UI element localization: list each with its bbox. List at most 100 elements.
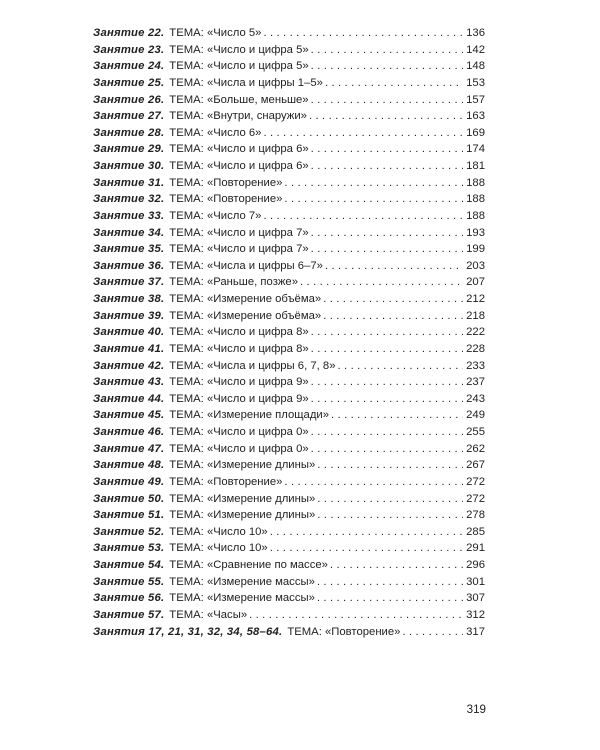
toc-row: Занятие 56. ТЕМА: «Измерение массы» 307 bbox=[93, 590, 485, 607]
toc-page-number: 222 bbox=[466, 326, 485, 339]
toc-lesson-label: Занятие 52. bbox=[93, 525, 165, 538]
toc-lesson-label: Занятие 24. bbox=[93, 60, 165, 73]
toc-dot-leader bbox=[311, 441, 463, 458]
toc-page-number: 136 bbox=[466, 27, 485, 39]
toc-topic-label: ТЕМА: «Измерение массы» bbox=[169, 575, 315, 588]
toc-dot-leader bbox=[284, 175, 463, 192]
toc-topic-label: ТЕМА: «Число и цифра 8» bbox=[169, 342, 309, 355]
toc-dot-leader bbox=[284, 191, 463, 208]
toc-lesson-label: Занятие 25. bbox=[93, 76, 165, 89]
toc-dot-leader bbox=[300, 274, 463, 291]
toc-page-number: 188 bbox=[466, 209, 485, 222]
toc-dot-leader bbox=[323, 291, 463, 308]
toc-dot-leader bbox=[270, 524, 463, 541]
toc-row: Занятие 34. ТЕМА: «Число и цифра 7» 193 bbox=[93, 225, 485, 242]
toc-dot-leader bbox=[270, 540, 463, 557]
toc-topic-label: ТЕМА: «Число и цифра 0» bbox=[169, 426, 309, 438]
toc-lesson-label: Занятие 34. bbox=[93, 226, 165, 239]
toc-topic-label: ТЕМА: «Измерение длины» bbox=[169, 492, 316, 505]
toc-row: Занятие 41. ТЕМА: «Число и цифра 8» 228 bbox=[93, 341, 485, 358]
toc-row: Занятие 52. ТЕМА: «Число 10» 285 bbox=[93, 524, 485, 541]
toc-topic-label: ТЕМА: «Повторение» bbox=[287, 625, 401, 638]
toc-dot-leader bbox=[317, 507, 463, 524]
toc-page-number: 237 bbox=[466, 376, 485, 389]
toc-lesson-label: Занятие 40. bbox=[93, 326, 165, 339]
toc-page-number: 249 bbox=[466, 409, 485, 422]
toc-topic-label: ТЕМА: «Измерение объёма» bbox=[169, 293, 322, 305]
toc-lesson-label: Занятие 41. bbox=[93, 342, 165, 355]
toc-page-number: 193 bbox=[466, 226, 485, 239]
toc-lesson-label: Занятие 57. bbox=[93, 608, 165, 621]
toc-row: Занятие 37. ТЕМА: «Раньше, позже» 207 bbox=[93, 274, 485, 291]
toc-lesson-label: Занятие 51. bbox=[93, 509, 165, 522]
toc-page-number: 255 bbox=[466, 426, 485, 438]
toc-row: Занятие 31. ТЕМА: «Повторение» 188 bbox=[93, 175, 485, 192]
toc-row: Занятие 45. ТЕМА: «Измерение площади» 24… bbox=[93, 407, 485, 424]
toc-lesson-label: Занятия 17, 21, 31, 32, 34, 58–64. bbox=[93, 625, 283, 638]
toc-dot-leader bbox=[263, 25, 463, 42]
toc-page-number: 301 bbox=[466, 575, 485, 588]
toc-dot-leader bbox=[311, 391, 463, 408]
toc-page-number: 163 bbox=[466, 110, 485, 123]
toc-dot-leader bbox=[325, 75, 463, 92]
toc-dot-leader bbox=[311, 341, 463, 358]
toc-topic-label: ТЕМА: «Измерение массы» bbox=[169, 592, 315, 605]
toc-lesson-label: Занятие 44. bbox=[93, 392, 165, 405]
toc-dot-leader bbox=[311, 141, 463, 158]
toc-topic-label: ТЕМА: «Измерение объёма» bbox=[169, 309, 322, 322]
toc-dot-leader bbox=[249, 607, 463, 624]
toc-row: Занятие 44. ТЕМА: «Число и цифра 9» 243 bbox=[93, 391, 485, 408]
toc-dot-leader bbox=[325, 258, 463, 275]
toc-dot-leader bbox=[311, 374, 463, 391]
toc-page-number: 272 bbox=[466, 475, 485, 488]
toc-dot-leader bbox=[311, 42, 463, 59]
toc-dot-leader bbox=[311, 92, 464, 109]
toc-lesson-label: Занятие 36. bbox=[93, 259, 165, 272]
toc-topic-label: ТЕМА: «Измерение площади» bbox=[169, 409, 330, 422]
toc-topic-label: ТЕМА: «Число и цифра 7» bbox=[169, 226, 309, 239]
toc-lesson-label: Занятие 54. bbox=[93, 559, 165, 571]
toc-topic-label: ТЕМА: «Измерение длины» bbox=[169, 509, 316, 522]
toc-topic-label: ТЕМА: «Повторение» bbox=[169, 475, 283, 488]
toc-dot-leader bbox=[311, 424, 463, 441]
toc-dot-leader bbox=[330, 557, 463, 574]
toc-row: Занятие 24. ТЕМА: «Число и цифра 5» 148 bbox=[93, 58, 485, 75]
toc-topic-label: ТЕМА: «Число 5» bbox=[169, 27, 262, 39]
toc-page-number: 243 bbox=[466, 392, 485, 405]
toc-page-number: 218 bbox=[466, 309, 485, 322]
toc-topic-label: ТЕМА: «Раньше, позже» bbox=[169, 276, 299, 289]
toc-lesson-label: Занятие 35. bbox=[93, 243, 165, 256]
toc-topic-label: ТЕМА: «Число 7» bbox=[169, 209, 262, 222]
toc-row: Занятие 32. ТЕМА: «Повторение» 188 bbox=[93, 191, 485, 208]
toc-page-number: 233 bbox=[466, 359, 485, 372]
toc-dot-leader bbox=[309, 108, 463, 125]
toc-lesson-label: Занятие 50. bbox=[93, 492, 165, 505]
toc-topic-label: ТЕМА: «Число и цифра 0» bbox=[169, 442, 309, 455]
toc-dot-leader bbox=[311, 225, 463, 242]
toc-row: Занятие 53. ТЕМА: «Число 10» 291 bbox=[93, 540, 485, 557]
toc-page-number: 291 bbox=[466, 542, 485, 555]
toc-row: Занятие 39. ТЕМА: «Измерение объёма» 218 bbox=[93, 308, 485, 325]
toc-dot-leader bbox=[317, 491, 463, 508]
toc-lesson-label: Занятие 47. bbox=[93, 442, 165, 455]
toc-page-number: 307 bbox=[466, 592, 485, 605]
toc-lesson-label: Занятие 56. bbox=[93, 592, 165, 605]
toc-dot-leader bbox=[263, 208, 463, 225]
toc-row: Занятие 50. ТЕМА: «Измерение длины» 272 bbox=[93, 491, 485, 508]
toc-topic-label: ТЕМА: «Число и цифра 5» bbox=[169, 43, 309, 56]
toc-lesson-label: Занятие 33. bbox=[93, 209, 165, 222]
toc-dot-leader bbox=[317, 590, 463, 607]
toc-page-number: 153 bbox=[466, 76, 485, 89]
toc-dot-leader bbox=[331, 407, 463, 424]
toc-row: Занятие 49. ТЕМА: «Повторение» 272 bbox=[93, 474, 485, 491]
toc-row: Занятие 33. ТЕМА: «Число 7» 188 bbox=[93, 208, 485, 225]
toc-page-number: 169 bbox=[466, 126, 485, 139]
toc-dot-leader bbox=[317, 574, 463, 591]
toc-topic-label: ТЕМА: «Измерение длины» bbox=[169, 459, 316, 472]
toc-dot-leader bbox=[402, 624, 463, 641]
toc-row: Занятие 26. ТЕМА: «Больше, меньше» 157 bbox=[93, 92, 485, 109]
toc-topic-label: ТЕМА: «Часы» bbox=[169, 608, 248, 621]
toc-lesson-label: Занятие 28. bbox=[93, 126, 165, 139]
toc-dot-leader bbox=[311, 158, 463, 175]
toc-page-number: 285 bbox=[466, 525, 485, 538]
